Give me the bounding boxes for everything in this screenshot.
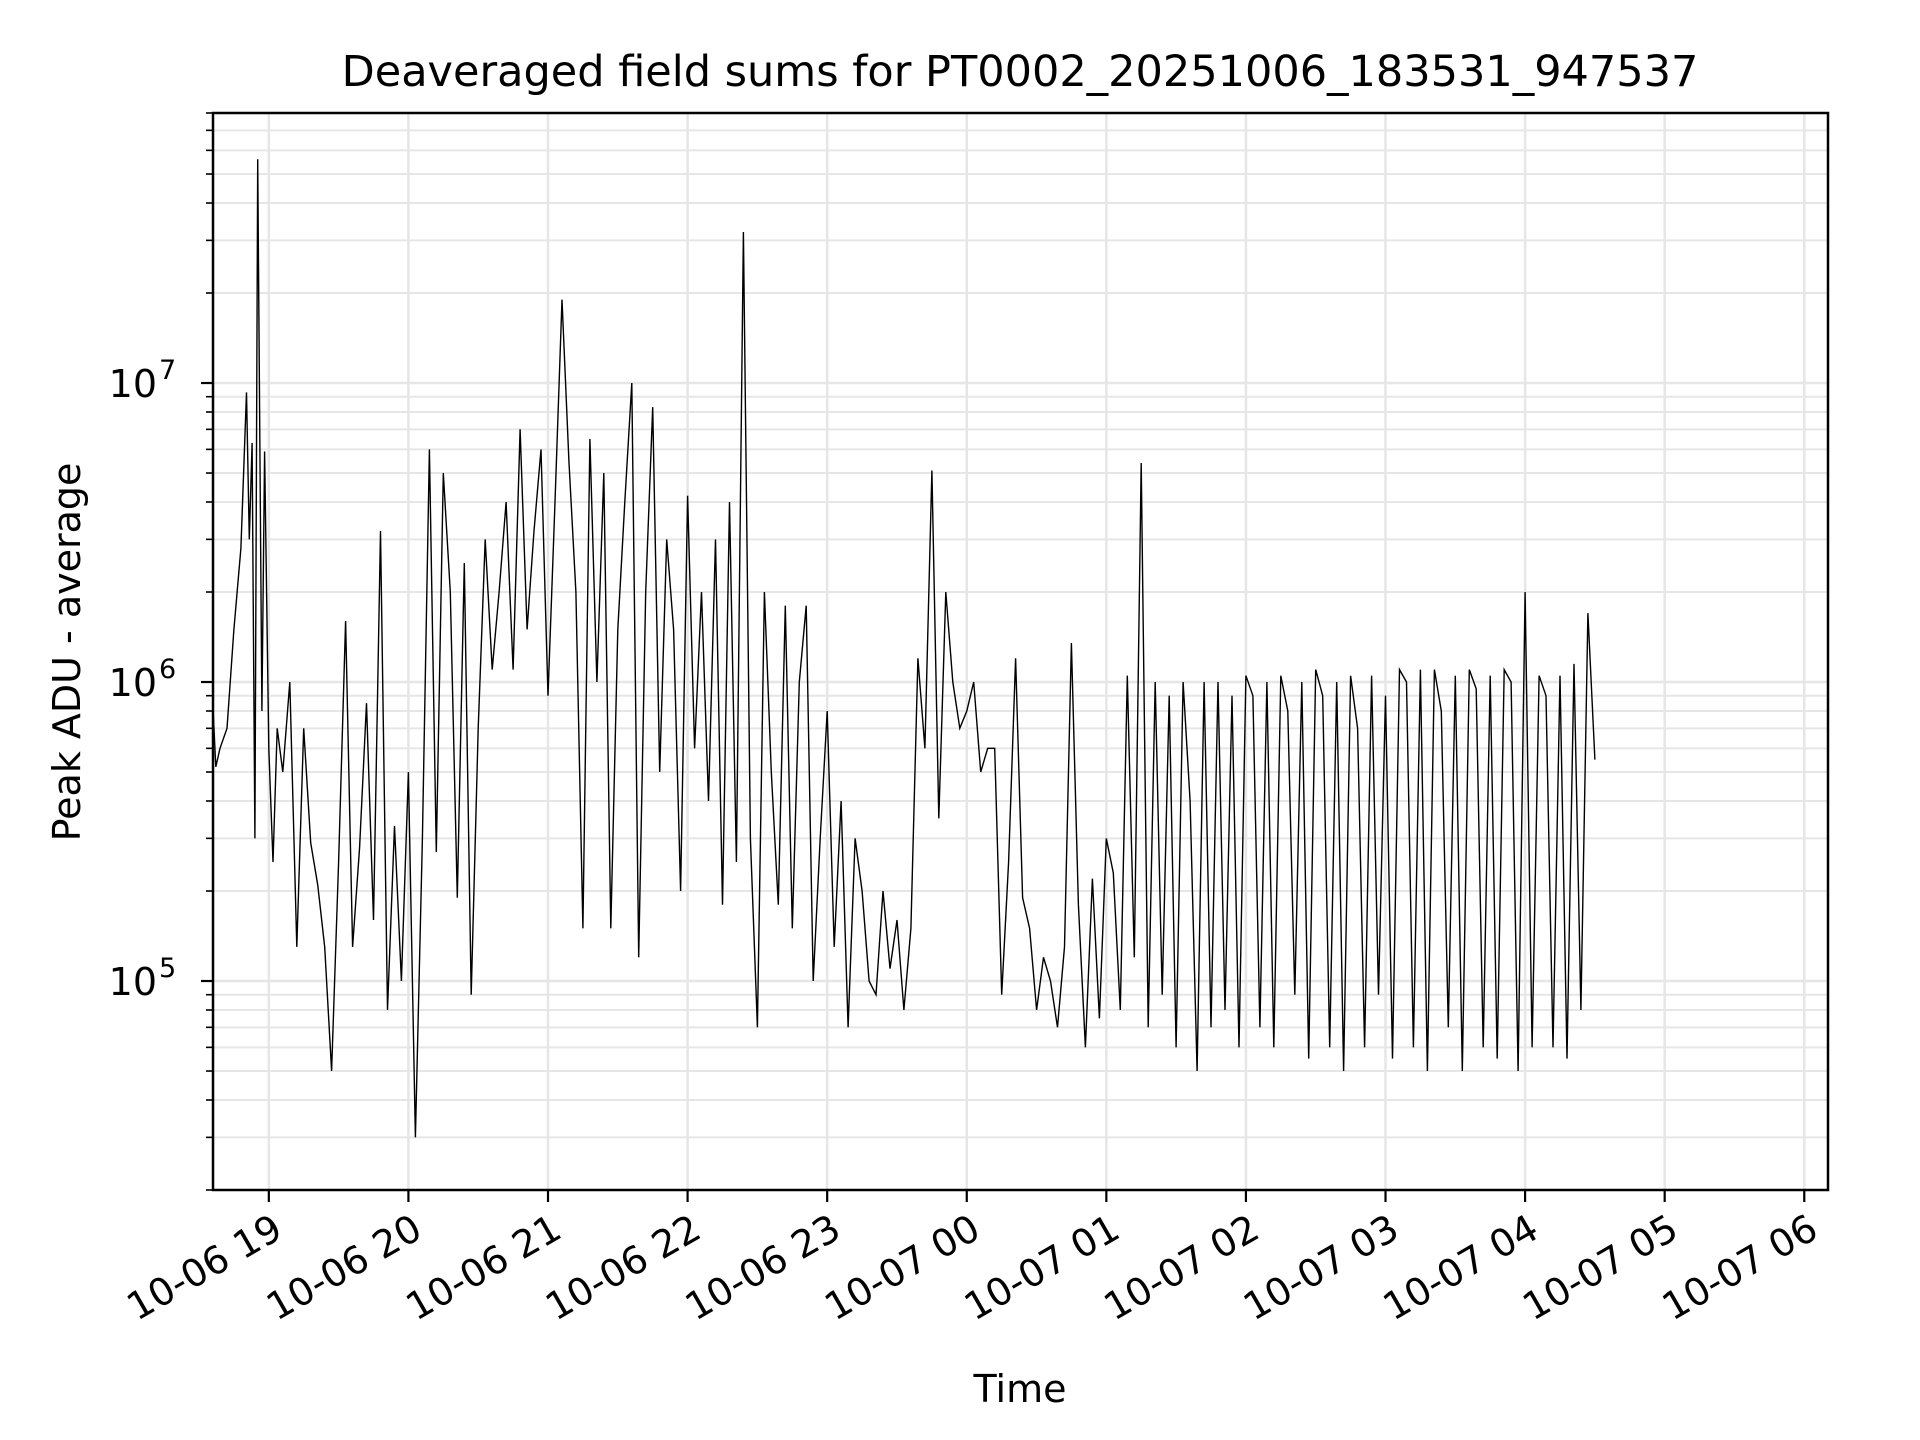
grid-lines xyxy=(213,112,1828,1191)
y-axis-label: Peak ADU - average xyxy=(45,463,89,842)
data-series xyxy=(213,159,1596,1138)
y-tick-label: 10 xyxy=(109,661,157,705)
y-tick-exponent: 7 xyxy=(159,355,176,386)
series-line xyxy=(213,159,1596,1138)
y-tick-exponent: 5 xyxy=(159,953,176,984)
x-axis-label: Time xyxy=(973,1367,1067,1411)
y-tick-exponent: 6 xyxy=(159,654,176,685)
axis-ticks xyxy=(201,112,1806,1202)
y-tick-label: 10 xyxy=(109,362,157,406)
y-tick-label: 10 xyxy=(109,960,157,1004)
chart-title: Deaveraged field sums for PT0002_2025100… xyxy=(342,47,1699,97)
plot-frame xyxy=(211,111,1830,1192)
